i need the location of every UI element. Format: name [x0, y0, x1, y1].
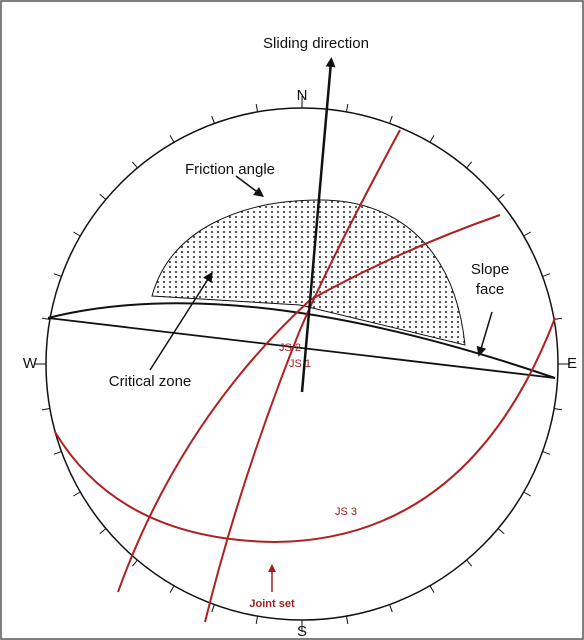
tick	[466, 559, 473, 567]
pointer	[149, 271, 213, 371]
tick	[554, 407, 563, 411]
tick	[389, 604, 393, 613]
compass-n: N	[297, 87, 308, 104]
slope-face-label: Slope face	[471, 261, 509, 298]
compass-s: S	[297, 623, 307, 640]
js1-label: JS 1	[289, 358, 311, 370]
tick	[41, 407, 50, 411]
tick	[131, 559, 138, 567]
joint-set-label: Joint set	[249, 598, 295, 610]
tick	[345, 103, 349, 112]
joint-set-1	[204, 129, 401, 623]
compass-w: W	[23, 355, 38, 372]
compass-e: E	[567, 355, 577, 372]
tick	[523, 231, 531, 237]
title: Sliding direction	[263, 35, 369, 52]
tick	[542, 451, 551, 455]
tick	[429, 585, 435, 593]
tick	[99, 193, 107, 200]
pointer	[476, 311, 493, 357]
tick	[542, 273, 551, 277]
tick	[53, 451, 62, 455]
js2-label: JS 2	[279, 342, 301, 354]
js3-label: JS 3	[335, 506, 357, 518]
sliding-arrow	[300, 57, 336, 393]
strike-line	[47, 317, 556, 379]
tick	[389, 115, 393, 124]
tick	[255, 616, 259, 625]
tick	[169, 135, 175, 143]
tick	[131, 161, 138, 169]
slope-face-circle	[47, 302, 556, 379]
friction-zone	[151, 199, 466, 346]
tick	[211, 604, 215, 613]
tick	[497, 528, 505, 535]
tick	[523, 491, 531, 497]
joint-set-3	[54, 317, 556, 544]
tick	[41, 317, 50, 321]
friction-angle-label: Friction angle	[185, 161, 275, 178]
tick	[345, 616, 349, 625]
tick	[169, 585, 175, 593]
tick	[53, 273, 62, 277]
tick	[211, 115, 215, 124]
tick	[73, 491, 81, 497]
tick	[429, 135, 435, 143]
tick	[255, 103, 259, 112]
tick	[497, 193, 505, 200]
tick-marks	[34, 96, 570, 632]
tick	[73, 231, 81, 237]
critical-zone-label: Critical zone	[109, 373, 192, 390]
pointer	[235, 175, 264, 197]
tick	[99, 528, 107, 535]
joint-set-2	[117, 214, 501, 593]
tick	[466, 161, 473, 169]
